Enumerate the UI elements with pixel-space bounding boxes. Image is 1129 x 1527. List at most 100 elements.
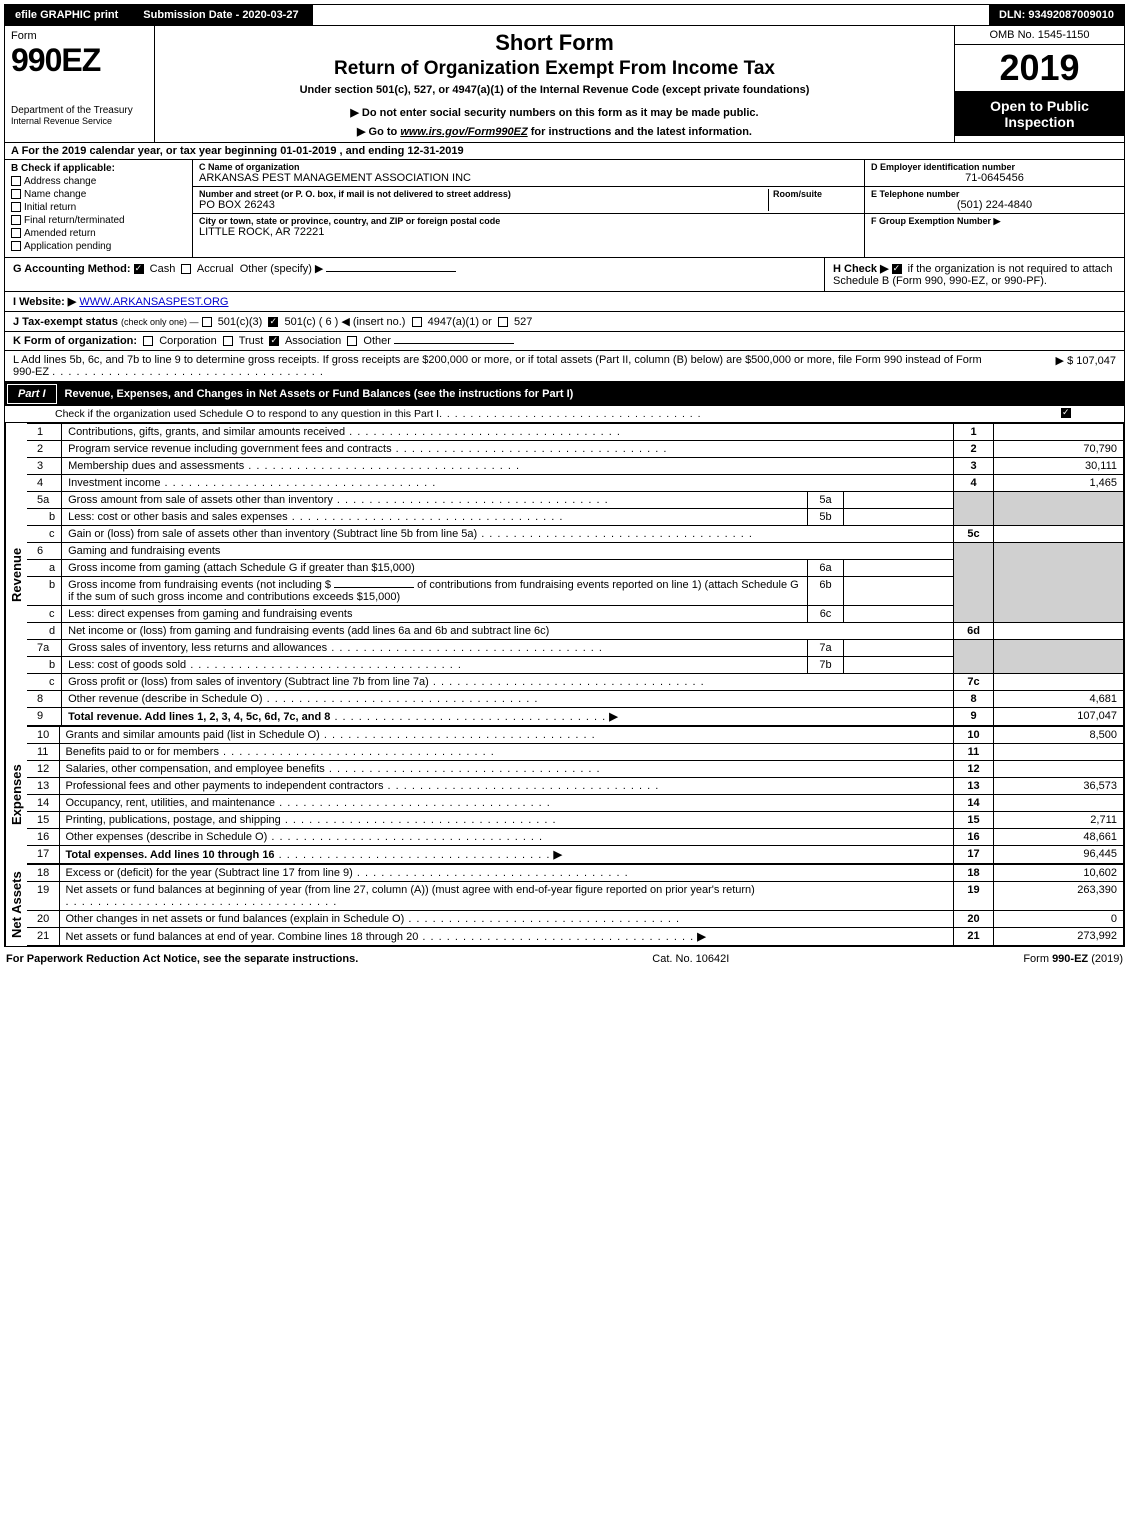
dln-label: DLN: 93492087009010 <box>989 5 1124 25</box>
topbar-spacer <box>313 5 989 25</box>
omb-number: OMB No. 1545-1150 <box>955 26 1124 45</box>
chk-4947[interactable] <box>412 317 422 327</box>
ein-label: D Employer identification number <box>871 162 1118 172</box>
tax-exempt-note: (check only one) — <box>121 317 199 327</box>
street-value: PO BOX 26243 <box>199 199 768 211</box>
chk-501c[interactable] <box>268 317 278 327</box>
phone-value: (501) 224-4840 <box>871 199 1118 211</box>
form-page: efile GRAPHIC print Submission Date - 20… <box>4 4 1125 947</box>
chk-527[interactable] <box>498 317 508 327</box>
header-center: Short Form Return of Organization Exempt… <box>155 26 954 142</box>
fundraising-amount-input[interactable] <box>334 587 414 588</box>
line-6d: d Net income or (loss) from gaming and f… <box>27 623 1124 640</box>
expenses-table: 10 Grants and similar amounts paid (list… <box>27 726 1124 864</box>
city-label: City or town, state or province, country… <box>199 216 858 226</box>
note-ssn: ▶ Do not enter social security numbers o… <box>163 106 946 119</box>
line-1: 1 Contributions, gifts, grants, and simi… <box>27 424 1124 441</box>
open-to-public: Open to Public Inspection <box>955 92 1124 136</box>
line-7a: 7a Gross sales of inventory, less return… <box>27 640 1124 657</box>
other-org-input[interactable] <box>394 343 514 344</box>
chk-501c3[interactable] <box>202 317 212 327</box>
expenses-side-label: Expenses <box>5 726 27 864</box>
line-5c: c Gain or (loss) from sale of assets oth… <box>27 526 1124 543</box>
org-name-cell: C Name of organization ARKANSAS PEST MAN… <box>193 160 864 187</box>
line-16: 16 Other expenses (describe in Schedule … <box>27 829 1124 846</box>
ein-cell: D Employer identification number 71-0645… <box>865 160 1124 187</box>
chk-corporation[interactable] <box>143 336 153 346</box>
part1-subnote: Check if the organization used Schedule … <box>5 406 1124 423</box>
dots <box>439 408 1055 420</box>
org-name-label: C Name of organization <box>199 162 858 172</box>
footer-left: For Paperwork Reduction Act Notice, see … <box>6 953 358 965</box>
chk-schedule-o-part1[interactable] <box>1061 408 1071 418</box>
short-form-title: Short Form <box>163 30 946 56</box>
line-7c: c Gross profit or (loss) from sales of i… <box>27 674 1124 691</box>
chk-initial-return[interactable]: Initial return <box>11 202 186 213</box>
street-label: Number and street (or P. O. box, if mail… <box>199 189 768 199</box>
submission-date: Submission Date - 2020-03-27 <box>129 5 312 25</box>
header-right: OMB No. 1545-1150 2019 Open to Public In… <box>954 26 1124 142</box>
line-17: 17 Total expenses. Add lines 10 through … <box>27 846 1124 864</box>
line-3: 3 Membership dues and assessments 3 30,1… <box>27 458 1124 475</box>
section-a: A For the 2019 calendar year, or tax yea… <box>5 143 1124 160</box>
phone-cell: E Telephone number (501) 224-4840 <box>865 187 1124 214</box>
room-label: Room/suite <box>773 189 858 199</box>
line-6: 6 Gaming and fundraising events <box>27 543 1124 560</box>
chk-trust[interactable] <box>223 336 233 346</box>
header-row: Form 990EZ Department of the Treasury In… <box>5 26 1124 143</box>
street-cell: Number and street (or P. O. box, if mail… <box>193 187 864 214</box>
header-left: Form 990EZ Department of the Treasury In… <box>5 26 155 142</box>
irs-link[interactable]: www.irs.gov/Form990EZ <box>400 126 527 138</box>
chk-other-org[interactable] <box>347 336 357 346</box>
page-footer: For Paperwork Reduction Act Notice, see … <box>0 951 1129 967</box>
group-exemption-label: F Group Exemption Number ▶ <box>871 216 1118 227</box>
group-exemption-cell: F Group Exemption Number ▶ <box>865 214 1124 229</box>
chk-final-return[interactable]: Final return/terminated <box>11 215 186 226</box>
section-l-amount: ▶ $ 107,047 <box>1006 354 1116 378</box>
website-link[interactable]: WWW.ARKANSASPEST.ORG <box>79 296 228 308</box>
main-title: Return of Organization Exempt From Incom… <box>163 58 946 80</box>
ein-value: 71-0645456 <box>871 172 1118 184</box>
tax-year: 2019 <box>955 45 1124 92</box>
section-k: K Form of organization: Corporation Trus… <box>5 332 1124 351</box>
line-14: 14 Occupancy, rent, utilities, and maint… <box>27 795 1124 812</box>
chk-address-change[interactable]: Address change <box>11 176 186 187</box>
department-label: Department of the Treasury <box>11 105 148 116</box>
city-value: LITTLE ROCK, AR 72221 <box>199 226 858 238</box>
tax-exempt-label: J Tax-exempt status <box>13 316 118 328</box>
city-cell: City or town, state or province, country… <box>193 214 864 240</box>
phone-label: E Telephone number <box>871 189 1118 199</box>
section-h: H Check ▶ if the organization is not req… <box>824 258 1124 291</box>
expenses-section: Expenses 10 Grants and similar amounts p… <box>5 726 1124 864</box>
line-13: 13 Professional fees and other payments … <box>27 778 1124 795</box>
accounting-other-input[interactable] <box>326 271 456 272</box>
footer-right: Form 990-EZ (2019) <box>1023 953 1123 965</box>
chk-cash[interactable] <box>134 264 144 274</box>
chk-schedule-b[interactable] <box>892 264 902 274</box>
chk-accrual[interactable] <box>181 264 191 274</box>
chk-name-change[interactable]: Name change <box>11 189 186 200</box>
subtitle: Under section 501(c), 527, or 4947(a)(1)… <box>163 84 946 96</box>
form-number: 990EZ <box>11 42 148 79</box>
irs-label: Internal Revenue Service <box>11 116 148 126</box>
revenue-table: 1 Contributions, gifts, grants, and simi… <box>27 423 1124 726</box>
chk-amended-return[interactable]: Amended return <box>11 228 186 239</box>
line-11: 11 Benefits paid to or for members 11 <box>27 744 1124 761</box>
line-5a: 5a Gross amount from sale of assets othe… <box>27 492 1124 509</box>
section-l: L Add lines 5b, 6c, and 7b to line 9 to … <box>5 351 1124 382</box>
chk-association[interactable] <box>269 336 279 346</box>
chk-application-pending[interactable]: Application pending <box>11 241 186 252</box>
accounting-method-label: G Accounting Method: <box>13 263 131 275</box>
inspect-line1: Open to Public <box>959 98 1120 114</box>
line-21: 21 Net assets or fund balances at end of… <box>27 928 1124 946</box>
section-g: G Accounting Method: Cash Accrual Other … <box>5 258 824 291</box>
efile-button[interactable]: efile GRAPHIC print <box>5 5 129 25</box>
line-15: 15 Printing, publications, postage, and … <box>27 812 1124 829</box>
revenue-side-label: Revenue <box>5 423 27 726</box>
netassets-section: Net Assets 18 Excess or (deficit) for th… <box>5 864 1124 946</box>
section-c: C Name of organization ARKANSAS PEST MAN… <box>193 160 864 257</box>
line-2: 2 Program service revenue including gove… <box>27 441 1124 458</box>
part1-tag: Part I <box>7 384 57 404</box>
section-i: I Website: ▶ WWW.ARKANSASPEST.ORG <box>5 292 1124 312</box>
netassets-table: 18 Excess or (deficit) for the year (Sub… <box>27 864 1124 946</box>
